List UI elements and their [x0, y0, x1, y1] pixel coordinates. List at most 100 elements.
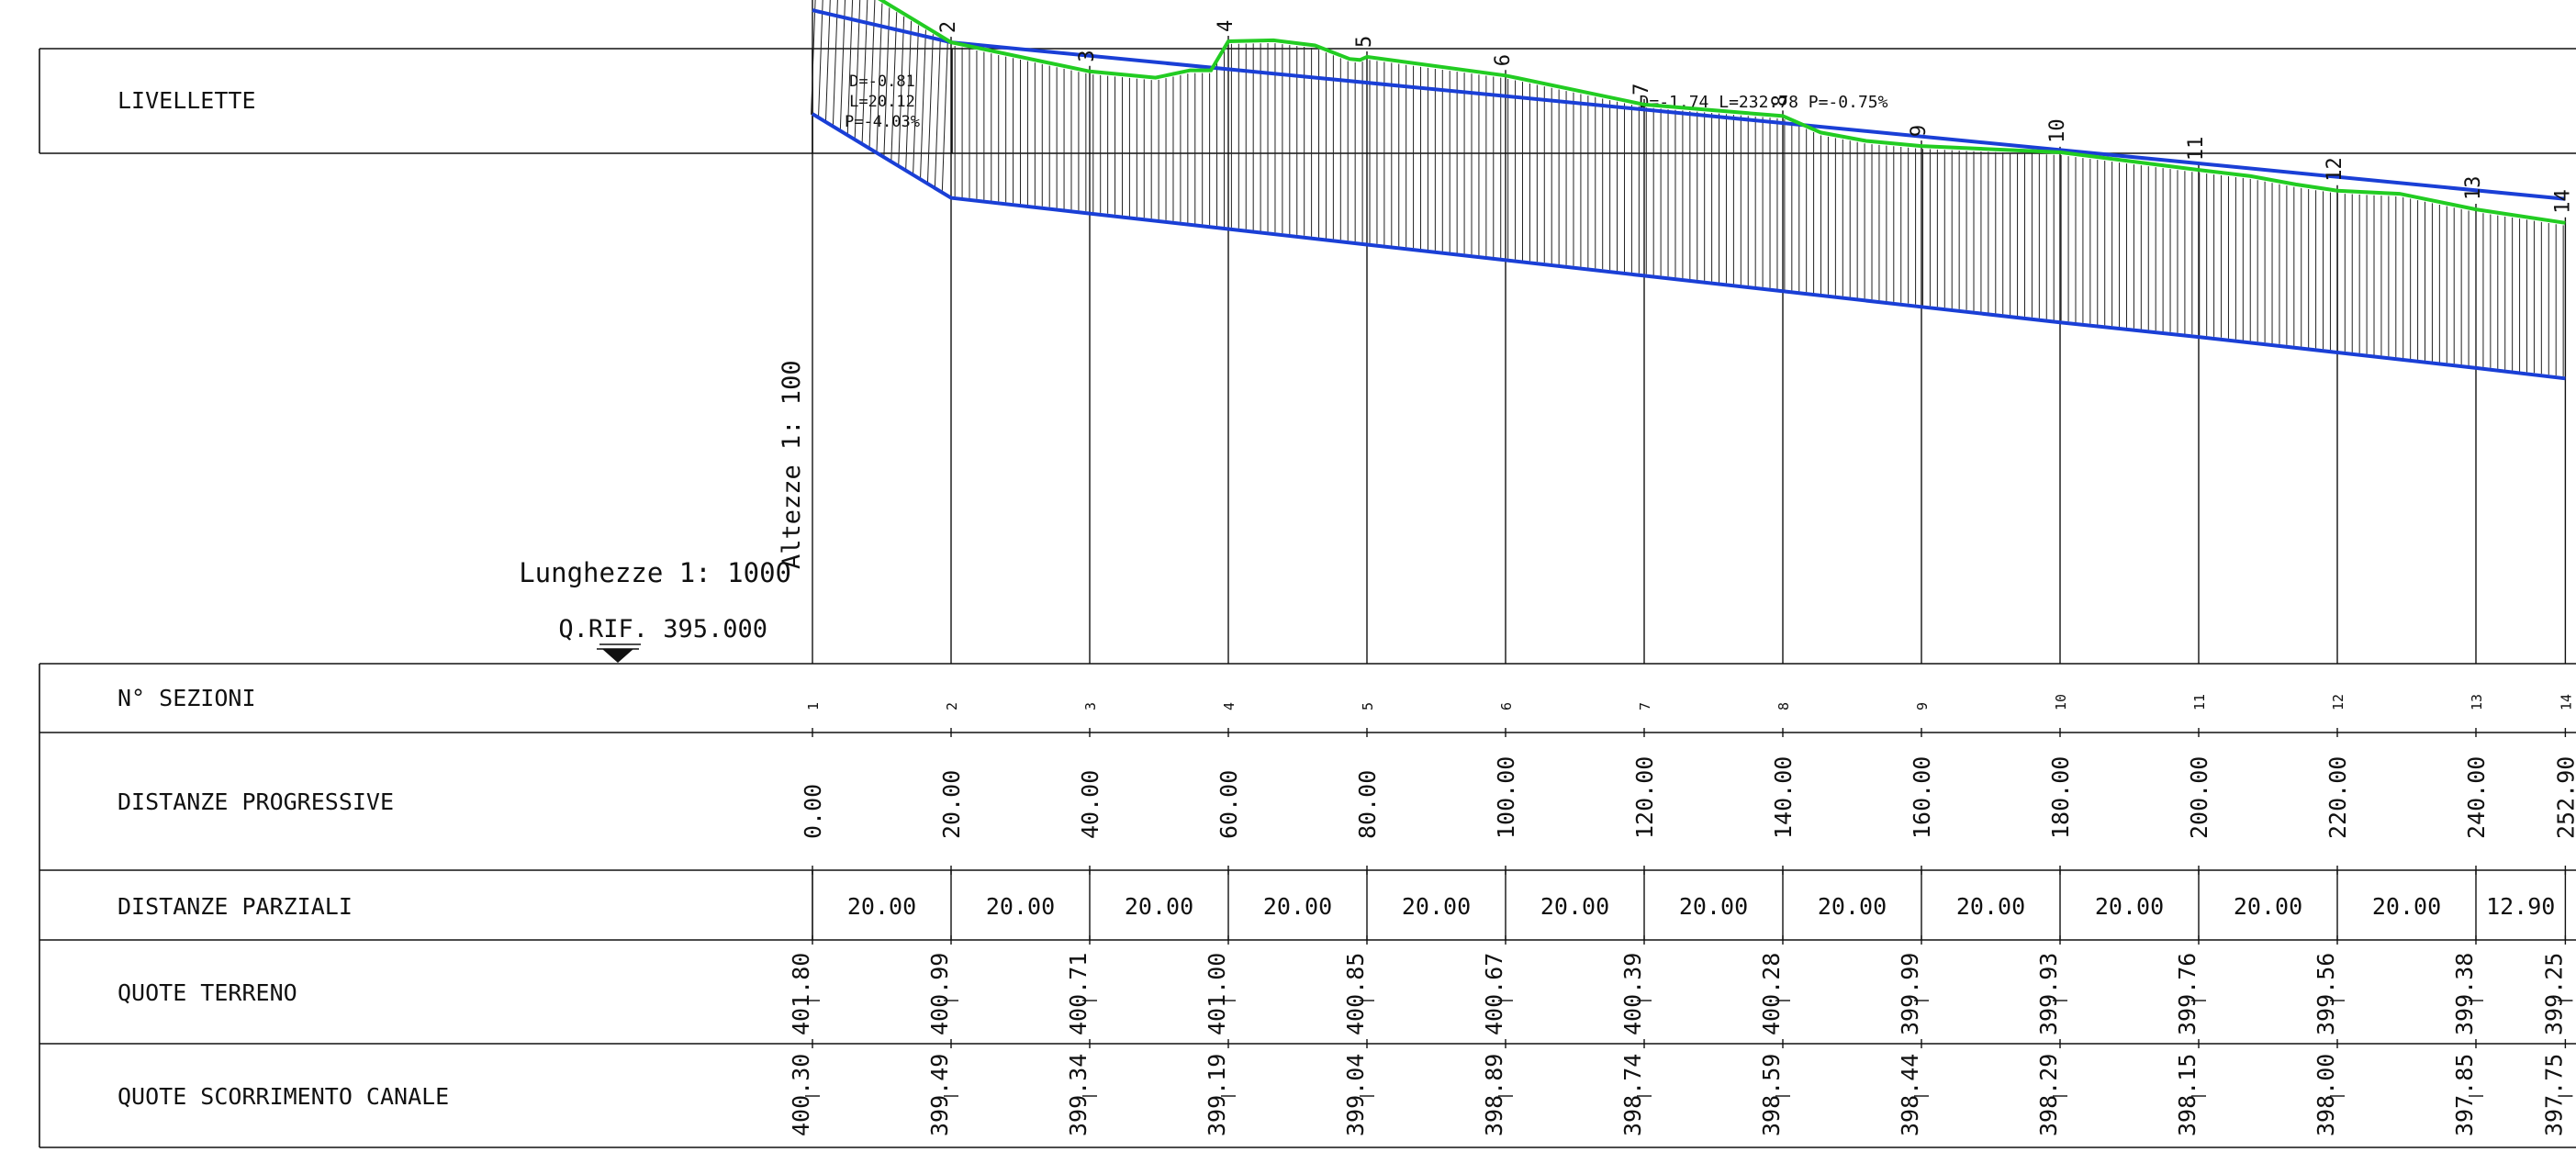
distanze-progressive-label: DISTANZE PROGRESSIVE [118, 789, 394, 815]
progressive-distance: 240.00 [2463, 756, 2490, 839]
terrain-elevation: 400.85 [1342, 953, 1369, 1035]
section-number-profile: 10 [2046, 118, 2069, 143]
reference-level-marker-icon [602, 649, 633, 663]
section-number-profile: 5 [1353, 36, 1376, 48]
hatch-line [839, 0, 846, 133]
partial-distance: 20.00 [2372, 893, 2441, 920]
hatch-line [832, 0, 838, 129]
channel-elevation: 399.34 [1065, 1054, 1092, 1136]
section-number: 9 [1914, 702, 1931, 710]
section-number-profile: 4 [1215, 20, 1238, 32]
partial-distance: 12.90 [2486, 893, 2555, 920]
section-number: 14 [2558, 694, 2574, 710]
channel-elevation: 398.00 [2313, 1054, 2339, 1136]
progressive-distance: 20.00 [938, 770, 965, 839]
distanze-parziali-label: DISTANZE PARZIALI [118, 893, 353, 920]
section-number: 7 [1637, 702, 1653, 710]
hatch-line [876, 3, 883, 155]
channel-elevation: 398.15 [2174, 1054, 2201, 1136]
hatch-line [934, 39, 941, 190]
partial-distance: 20.00 [986, 893, 1055, 920]
hatch-line [817, 0, 823, 119]
channel-elevation: 398.74 [1619, 1054, 1646, 1136]
section-number: 6 [1498, 702, 1515, 710]
terrain-elevation: 400.67 [1481, 953, 1507, 1035]
section-number-profile: 11 [2185, 137, 2208, 162]
livelletta-2-text: D=-1.74 L=232.78 P=-0.75% [1640, 93, 1888, 112]
channel-elevation: 397.75 [2540, 1054, 2567, 1136]
partial-distance: 20.00 [847, 893, 916, 920]
section-number: 2 [944, 702, 960, 710]
hatch-line [890, 12, 898, 163]
terrain-elevation: 401.80 [788, 953, 814, 1035]
channel-elevation: 400.30 [788, 1054, 814, 1136]
terrain-elevation: 399.76 [2174, 953, 2201, 1035]
hatch-line [926, 34, 934, 185]
terrain-elevation: 399.99 [1897, 953, 1923, 1035]
progressive-distance: 220.00 [2324, 756, 2351, 839]
progressive-distance: 0.00 [800, 784, 826, 839]
quote-scorrimento-label: QUOTE SCORRIMENTO CANALE [118, 1083, 449, 1110]
channel-elevation: 398.44 [1897, 1054, 1923, 1136]
channel-elevation: 398.29 [2035, 1054, 2062, 1136]
section-number: 1 [805, 702, 822, 710]
quote-terreno-label: QUOTE TERRENO [118, 979, 297, 1006]
hatch-line [883, 7, 890, 159]
partial-distance: 20.00 [2095, 893, 2164, 920]
channel-bottom-line [811, 112, 2566, 381]
section-number-profile: 7 [1630, 84, 1653, 95]
section-number: 11 [2191, 694, 2208, 710]
hatch-line [811, 0, 816, 115]
terrain-elevation: 400.99 [926, 953, 953, 1035]
progressive-distance: 200.00 [2186, 756, 2212, 839]
terrain-elevation: 401.00 [1204, 953, 1230, 1035]
terrain-elevation: 399.38 [2451, 953, 2478, 1035]
progressive-distance: 60.00 [1215, 770, 1242, 839]
channel-elevation: 398.89 [1481, 1054, 1507, 1136]
hatch-line [861, 0, 868, 146]
channel-elevation: 397.85 [2451, 1054, 2478, 1136]
hatch-line [913, 25, 920, 177]
scale-heights: Altezze 1: 100 [778, 360, 806, 569]
section-number-profile: 9 [1908, 125, 1931, 137]
hatch-line [846, 0, 854, 137]
hatch-line [898, 16, 905, 168]
channel-elevation: 399.49 [926, 1054, 953, 1136]
section-number: 12 [2330, 694, 2346, 710]
partial-distance: 20.00 [1402, 893, 1471, 920]
progressive-distance: 80.00 [1354, 770, 1381, 839]
section-number: 13 [2469, 694, 2485, 710]
progressive-distance: 120.00 [1631, 756, 1658, 839]
progressive-distance: 160.00 [1909, 756, 1935, 839]
section-number-profile: 13 [2462, 176, 2485, 201]
progressive-distance: 252.90 [2552, 756, 2576, 839]
section-number-profile: 12 [2324, 157, 2346, 182]
hatch-line [919, 29, 926, 181]
hatch-line [941, 42, 948, 195]
section-number-profile: 14 [2551, 189, 2574, 214]
progressive-distance: 140.00 [1770, 756, 1797, 839]
partial-distance: 20.00 [1263, 893, 1332, 920]
channel-elevation: 399.19 [1204, 1054, 1230, 1136]
hatch-line [905, 20, 913, 173]
progressive-distance: 180.00 [2047, 756, 2074, 839]
hatch-line [854, 0, 861, 141]
terrain-elevation: 399.93 [2035, 953, 2062, 1035]
section-number: 4 [1221, 702, 1238, 710]
partial-distance: 20.00 [1125, 893, 1193, 920]
terrain-elevation: 399.25 [2540, 953, 2567, 1035]
section-number-profile: 3 [1076, 50, 1099, 62]
section-number: 8 [1775, 702, 1792, 710]
reference-level: Q.RIF. 395.000 [558, 615, 767, 643]
livellette-label: LIVELLETTE [118, 87, 256, 114]
sezioni-label: N° SEZIONI [118, 685, 256, 711]
terrain-line [878, 0, 2566, 225]
partial-distance: 20.00 [1956, 893, 2025, 920]
channel-elevation: 398.59 [1758, 1054, 1785, 1136]
partial-distance: 20.00 [2234, 893, 2302, 920]
progressive-distance: 100.00 [1493, 756, 1519, 839]
terrain-elevation: 400.71 [1065, 953, 1092, 1035]
section-number-profile: 2 [937, 21, 960, 33]
section-number-profile: 6 [1492, 54, 1515, 66]
